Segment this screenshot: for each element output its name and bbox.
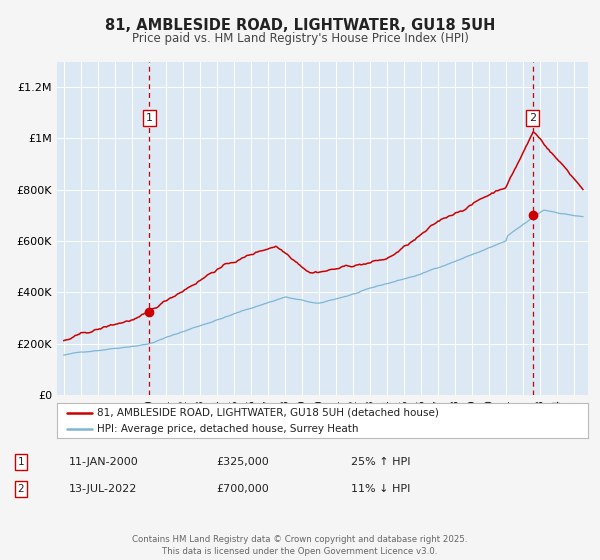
Text: 25% ↑ HPI: 25% ↑ HPI: [351, 457, 410, 467]
Text: 81, AMBLESIDE ROAD, LIGHTWATER, GU18 5UH: 81, AMBLESIDE ROAD, LIGHTWATER, GU18 5UH: [105, 18, 495, 33]
Text: 1: 1: [17, 457, 25, 467]
Text: 1: 1: [146, 113, 153, 123]
Text: 81, AMBLESIDE ROAD, LIGHTWATER, GU18 5UH (detached house): 81, AMBLESIDE ROAD, LIGHTWATER, GU18 5UH…: [97, 408, 439, 418]
Text: 11% ↓ HPI: 11% ↓ HPI: [351, 484, 410, 494]
Text: 11-JAN-2000: 11-JAN-2000: [69, 457, 139, 467]
Text: 13-JUL-2022: 13-JUL-2022: [69, 484, 137, 494]
Text: Contains HM Land Registry data © Crown copyright and database right 2025.
This d: Contains HM Land Registry data © Crown c…: [132, 535, 468, 556]
Text: £700,000: £700,000: [216, 484, 269, 494]
Text: 2: 2: [529, 113, 536, 123]
Text: Price paid vs. HM Land Registry's House Price Index (HPI): Price paid vs. HM Land Registry's House …: [131, 32, 469, 45]
Text: HPI: Average price, detached house, Surrey Heath: HPI: Average price, detached house, Surr…: [97, 423, 358, 433]
Text: £325,000: £325,000: [216, 457, 269, 467]
Text: 2: 2: [17, 484, 25, 494]
